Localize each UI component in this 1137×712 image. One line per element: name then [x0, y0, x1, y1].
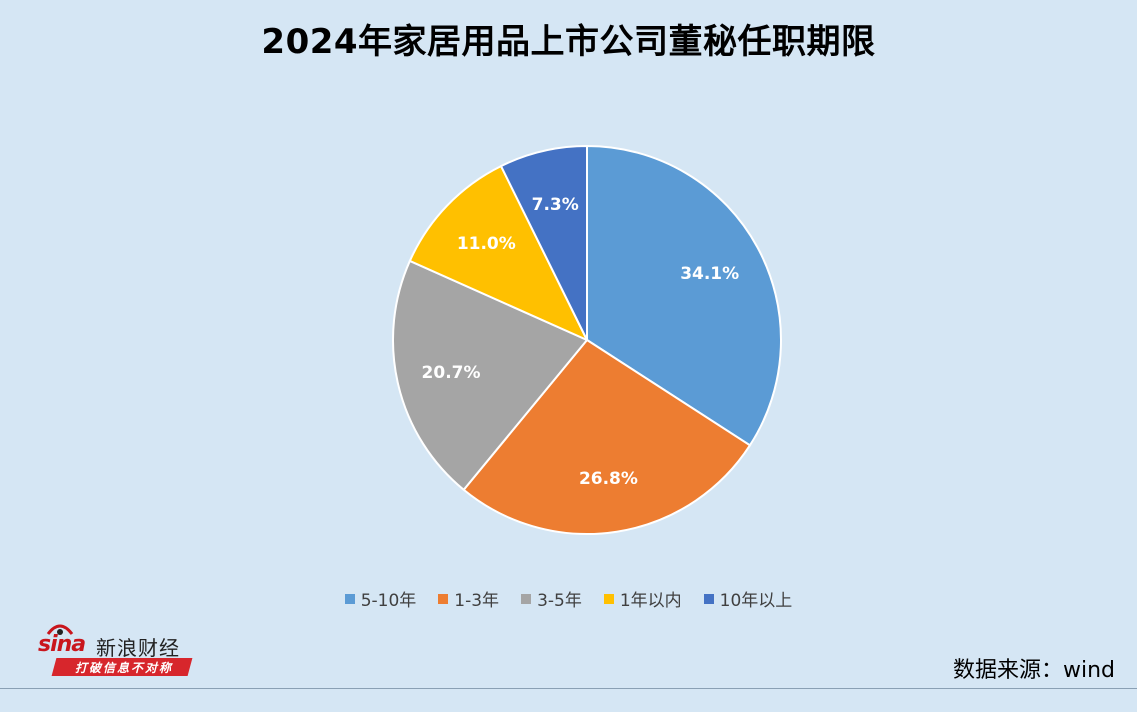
- legend-item: 1-3年: [438, 586, 499, 611]
- logo-tagline: 打破信息不对称: [74, 661, 173, 675]
- legend-label: 1-3年: [454, 591, 500, 611]
- legend-item: 10年以上: [703, 586, 793, 611]
- slice-data-label: 7.3%: [532, 195, 579, 215]
- legend-swatch: [521, 593, 532, 604]
- legend-item: 1年以内: [603, 586, 682, 611]
- legend-label: 5-10年: [360, 591, 417, 611]
- slice-data-label: 20.7%: [422, 363, 481, 383]
- sina-eye-icon: [46, 624, 74, 635]
- chart-legend: 5-10年 1-3年 3-5年 1年以内 10年以上: [0, 586, 1137, 611]
- chart-title: 2024年家居用品上市公司董秘任职期限: [261, 22, 876, 62]
- pie-slice-10年以上: [499, 144, 588, 341]
- legend-label: 1年以内: [619, 591, 682, 611]
- pie-slice-1-3年: [462, 338, 752, 535]
- data-source: 数据来源：wind: [952, 658, 1115, 683]
- sina-finance-logo: sina 新浪财经 打破信息不对称: [38, 624, 198, 678]
- pie-slice-1年以内: [408, 164, 590, 343]
- legend-label: 3-5年: [537, 591, 582, 611]
- legend-swatch: [703, 593, 714, 604]
- logo-name: 新浪财经: [96, 636, 180, 660]
- slice-data-label: 34.1%: [680, 264, 739, 284]
- legend-label: 10年以上: [719, 591, 793, 611]
- legend-swatch: [603, 593, 614, 604]
- legend-item: 5-10年: [344, 586, 417, 611]
- bottom-divider: [0, 688, 1137, 689]
- slice-data-label: 26.8%: [579, 469, 638, 489]
- legend-item: 3-5年: [521, 586, 582, 611]
- logo-brand: sina: [38, 632, 86, 657]
- slice-data-label: 11.0%: [457, 234, 516, 254]
- legend-swatch: [438, 593, 449, 604]
- pie-slice-3-5年: [392, 259, 589, 492]
- legend-swatch: [344, 593, 355, 604]
